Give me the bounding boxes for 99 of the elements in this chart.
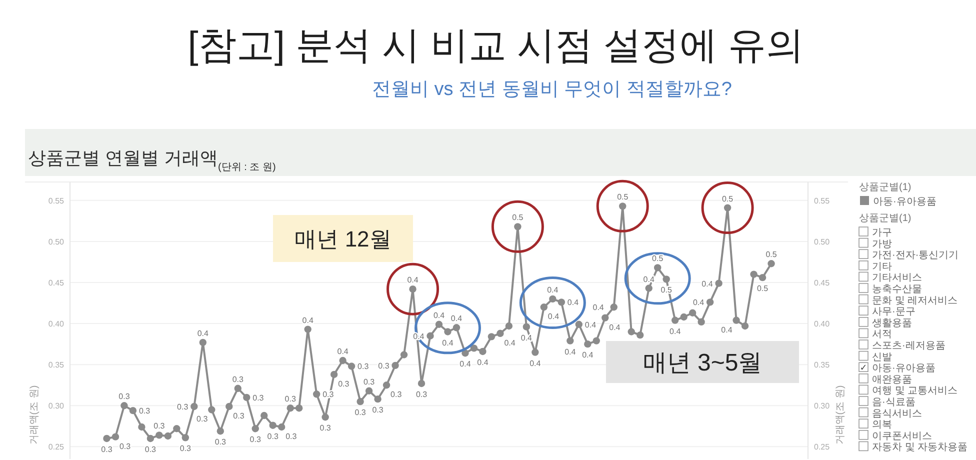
category-label: 여행 및 교통서비스: [872, 386, 958, 397]
y2-tick-label: 0.35: [814, 360, 830, 370]
category-label: 사무·문구: [872, 306, 916, 318]
y2-tick-label: 0.25: [814, 442, 830, 452]
data-label: 0.4: [197, 328, 210, 338]
data-label: 0.4: [450, 314, 463, 324]
y2-tick-label: 0.40: [814, 320, 830, 329]
data-label: 0.4: [670, 326, 682, 336]
category-label: 가전·전자·통신기기: [872, 250, 959, 262]
data-label: 0.3: [233, 411, 245, 420]
y-tick-label: 0.55: [48, 196, 65, 206]
y-tick-label: 0.35: [48, 360, 65, 370]
y-axis-title: 거래액(조 원): [29, 385, 40, 445]
y2-tick-label: 0.30: [814, 402, 830, 411]
data-label: 0.3: [144, 444, 157, 454]
text: 상품군별 연월별 거래액$_{(단위 : 조 원)}$: [28, 148, 276, 172]
category-label: 자동차 및 자동차용품: [872, 442, 968, 454]
category-label: 가방: [872, 238, 892, 250]
y2-axis-title: 거래액(조 원): [835, 385, 846, 445]
data-label: 0.4: [702, 279, 714, 288]
data-label: 0.3: [138, 406, 151, 416]
data-label: 0.3: [119, 442, 132, 451]
y-tick-label: 0.45: [48, 278, 65, 288]
data-label: 0.3: [416, 390, 428, 399]
y2-tick-label: 0.45: [814, 278, 830, 288]
category-label: 음식서비스: [872, 408, 922, 420]
data-label: 0.3: [390, 390, 402, 400]
legend-title: 상품군별(1): [859, 182, 912, 193]
text: 상품군별(1): [859, 213, 912, 224]
data-label: 0.4: [564, 347, 576, 356]
data-label: 0.4: [584, 320, 597, 330]
data-label: 0.3: [378, 361, 390, 370]
data-label: 0.3: [267, 432, 279, 441]
data-label: 0.4: [504, 338, 516, 348]
data-label: 0.3: [286, 432, 298, 441]
data-label: 0.3: [338, 379, 350, 388]
category-label: 의복: [872, 420, 892, 431]
y2-tick-label: 0.55: [814, 196, 830, 206]
data-label: 0.4: [721, 325, 733, 334]
data-label: 0.3: [284, 394, 296, 404]
data-label: 0.3: [363, 377, 376, 386]
data-label: 0.3: [358, 362, 370, 372]
data-label: 0.4: [582, 350, 594, 360]
data-label: 0.4: [337, 346, 349, 356]
data-label: 0.4: [530, 358, 542, 368]
y-tick-label: 0.30: [48, 402, 65, 411]
data-label: 0.4: [567, 298, 580, 308]
data-label: 0.5: [512, 213, 524, 222]
data-label: 0.4: [477, 358, 489, 367]
category-label: 신발: [872, 352, 892, 363]
data-label: 0.5: [652, 254, 664, 264]
data-label: 0.4: [407, 276, 419, 285]
data-label: 0.3: [250, 435, 262, 444]
legend-label: 아동·유아용품: [873, 196, 936, 208]
category-label: 스포츠·레저용품: [872, 340, 946, 352]
data-label: 0.3: [177, 402, 189, 412]
y-tick-label: 0.50: [48, 237, 65, 246]
data-label: 0.4: [609, 322, 621, 332]
data-label: 0.5: [756, 284, 769, 294]
data-label: 0.4: [547, 285, 559, 294]
data-label: 0.4: [433, 310, 446, 320]
data-label: 0.3: [118, 392, 130, 402]
data-label: 0.3: [320, 424, 332, 433]
y-tick-label: 0.40: [48, 320, 65, 329]
category-label: 가구: [872, 228, 892, 238]
category-label: 애완용품: [872, 374, 912, 386]
category-label: 아동·유아용품: [872, 363, 936, 374]
data-label: 0.3: [252, 393, 264, 402]
category-label: 이쿠폰서비스: [872, 430, 932, 442]
data-label: 0.3: [372, 406, 384, 415]
data-label: 0.3: [180, 444, 192, 454]
data-label: 0.3: [214, 438, 227, 447]
data-label: 0.4: [442, 338, 454, 348]
chart-subtitle: 전월비 vs 전년 동월비 무엇이 적절할까요?: [372, 79, 732, 100]
category-label: 농축수산물: [872, 284, 922, 295]
data-label: 0.4: [302, 316, 314, 325]
category-label: 생활용품: [872, 318, 912, 329]
data-label: 0.4: [692, 298, 705, 308]
data-label: 0.3: [101, 444, 113, 454]
annotation: 매년 12월: [294, 226, 392, 252]
y-tick-label: 0.25: [48, 442, 65, 452]
data-label: 0.5: [722, 194, 734, 204]
data-label: 0.3: [232, 374, 244, 384]
y2-tick-label: 0.50: [814, 237, 830, 246]
data-label: 0.3: [154, 422, 166, 431]
category-label: 음·식료품: [872, 397, 916, 408]
data-label: 0.3: [354, 408, 366, 418]
category-label: 기타서비스: [872, 272, 922, 284]
category-label: 서적: [872, 329, 892, 340]
annotation: 매년 3~5월: [642, 350, 762, 377]
data-label: 0.3: [196, 414, 208, 424]
chart-title: [참고] 분석 시 비교 시점 설정에 유의: [188, 25, 804, 67]
data-label: 0.4: [548, 312, 560, 322]
category-label: 기타: [872, 261, 892, 272]
data-label: 0.5: [766, 250, 778, 260]
data-label: 0.4: [592, 303, 604, 312]
category-label: 문화 및 레저서비스: [872, 295, 958, 306]
data-label: 0.5: [617, 192, 629, 202]
data-label: 0.4: [460, 360, 472, 369]
